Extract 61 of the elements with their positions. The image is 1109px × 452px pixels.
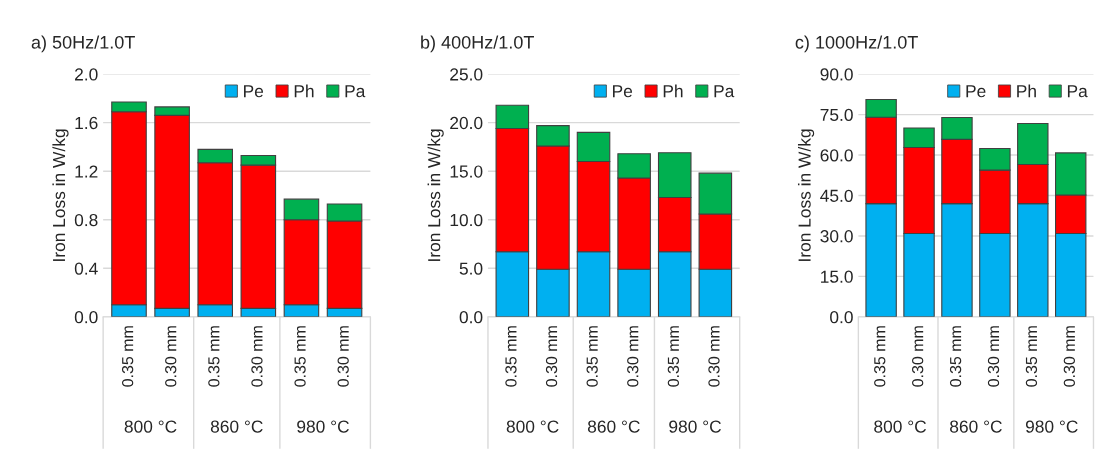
x-tick-label: 0.30 mm (337, 326, 349, 387)
text: 980 °C (669, 420, 722, 433)
y-tick-label: 5.0 (459, 262, 483, 275)
x-tick-label: 0.30 mm (545, 326, 558, 387)
x-tick-label: 0.35 mm (294, 326, 306, 387)
x-tick-label: 0.30 mm (912, 326, 924, 387)
text: 800 °C (124, 420, 177, 433)
y-tick-label: 0.4 (74, 262, 98, 275)
legend-label: Pe (613, 85, 633, 98)
x-tick-label: 0.30 mm (708, 326, 720, 387)
text: 980 °C (297, 420, 349, 433)
x-tick-label: 0.35 mm (121, 326, 134, 387)
x-tick-label: 0.35 mm (874, 326, 886, 387)
x-tick-label: 0.30 mm (251, 326, 263, 387)
text: 860 °C (950, 420, 1002, 433)
legend-label: Ph (294, 84, 314, 98)
chart-title: b) 400Hz/1.0T (421, 35, 534, 53)
y-tick-label: 0.0 (459, 311, 483, 324)
legend-label: Pa (345, 85, 366, 98)
x-tick-label: 0.30 mm (165, 326, 177, 387)
legend-label: Ph (1017, 84, 1036, 98)
legend-label: Ph (663, 84, 683, 98)
y-tick-label: 0.0 (830, 311, 853, 324)
chart-title: c) 1000Hz/1.0T (795, 35, 918, 53)
x-tick-label: 0.30 mm (1063, 326, 1076, 387)
y-axis-title: Iron Loss in W/kg (52, 129, 69, 261)
y-axis-title: Iron Loss in W/kg (797, 129, 815, 261)
y-tick-label: 60.0 (820, 149, 853, 162)
text: 980 °C (1025, 420, 1078, 433)
y-tick-label: 25.0 (450, 68, 483, 81)
x-tick-label: 0.35 mm (667, 326, 680, 387)
y-tick-label: 75.0 (820, 108, 853, 122)
x-tick-label: 0.35 mm (586, 326, 598, 387)
y-axis-title: Iron Loss in W/kg (427, 129, 444, 261)
y-tick-label: 45.0 (820, 189, 853, 202)
text: 860 °C (210, 420, 263, 433)
x-tick-label: 0.30 mm (627, 326, 639, 387)
y-tick-label: 30.0 (820, 230, 853, 243)
legend-label: Pa (714, 85, 735, 98)
y-tick-label: 10.0 (450, 213, 483, 227)
y-tick-label: 0.0 (74, 311, 98, 324)
text: 800 °C (874, 420, 927, 433)
y-tick-label: 1.2 (75, 165, 98, 178)
y-tick-label: 20.0 (450, 116, 483, 130)
legend-label: Pe (966, 85, 986, 98)
x-tick-label: 0.35 mm (505, 326, 517, 387)
y-tick-label: 1.6 (75, 116, 98, 130)
x-tick-label: 0.30 mm (987, 326, 1000, 387)
x-tick-label: 0.35 mm (949, 326, 962, 387)
y-tick-label: 15.0 (450, 165, 483, 178)
x-tick-label: 0.35 mm (1025, 326, 1038, 387)
y-tick-label: 0.8 (74, 213, 98, 227)
text: 800 °C (506, 420, 559, 433)
y-tick-label: 15.0 (821, 270, 853, 283)
chart-title: a) 50Hz/1.0T (31, 35, 135, 53)
x-tick-label: 0.35 mm (208, 326, 220, 387)
y-tick-label: 2.0 (75, 68, 98, 81)
legend-label: Pe (244, 85, 264, 98)
legend-label: Pa (1067, 85, 1088, 98)
y-tick-label: 90.0 (820, 68, 853, 81)
text: 860 °C (587, 420, 640, 433)
